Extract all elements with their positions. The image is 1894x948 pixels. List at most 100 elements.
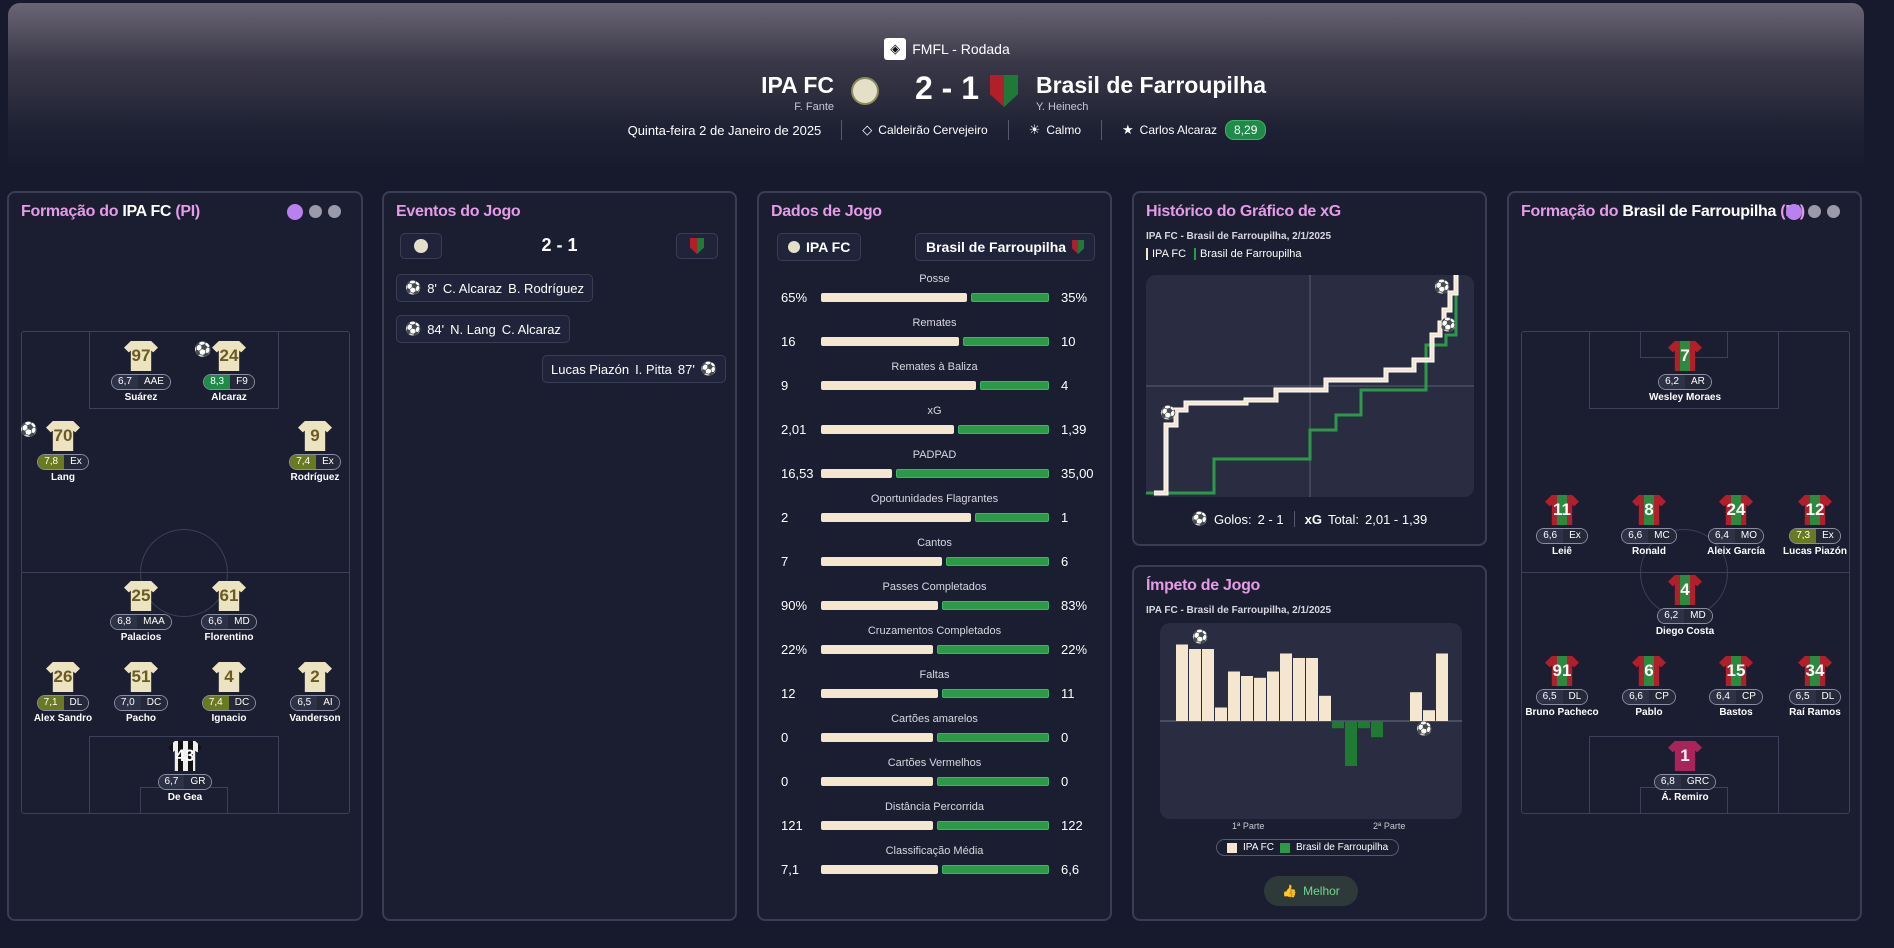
view-dot-1[interactable] xyxy=(287,204,303,220)
view-dot-1[interactable] xyxy=(1786,204,1802,220)
player-card[interactable]: 4 7,4 DC Ignacio xyxy=(179,662,279,724)
player-card[interactable]: 51 7,0 DC Pacho xyxy=(91,662,191,724)
xg-chart[interactable]: ⚽ ⚽ ⚽ xyxy=(1146,275,1474,497)
stats-home-tab[interactable]: IPA FC xyxy=(777,233,862,261)
xg-line-away xyxy=(1146,275,1458,495)
momentum-bar xyxy=(1410,692,1422,721)
stat-row: Faltas 12 11 xyxy=(759,669,1110,713)
player-card[interactable]: 9 7,4 Ex Rodríguez xyxy=(265,421,365,483)
stat-away-bar xyxy=(975,513,1049,522)
stat-home-value: 22% xyxy=(781,642,808,657)
panel-title: Histórico do Gráfico de xG xyxy=(1146,203,1341,220)
home-team-block[interactable]: IPA FC F. Fante xyxy=(761,72,834,113)
away-crest-icon xyxy=(1072,240,1085,254)
stat-home-value: 0 xyxy=(781,774,789,789)
player-card[interactable]: 8 6,6 MC Ronald xyxy=(1599,495,1699,557)
player-card[interactable]: 25 6,8 MAA Palacios xyxy=(91,581,191,643)
stat-label: Posse xyxy=(919,273,950,285)
player-card[interactable]: 97 6,7 AAE Suárez xyxy=(91,341,191,403)
stat-label: Cartões Vermelhos xyxy=(887,757,982,769)
momentum-bar xyxy=(1436,653,1448,721)
player-card[interactable]: 12 7,3 Ex Lucas Piazón xyxy=(1765,495,1865,557)
stat-home-bar xyxy=(821,733,933,742)
away-team-block[interactable]: Brasil de Farroupilha Y. Heinech xyxy=(1036,72,1266,113)
league-logo-icon: ◈ xyxy=(884,38,907,60)
xg-legend: IPA FC Brasil de Farroupilha xyxy=(1146,248,1302,260)
player-card[interactable]: 2 6,5 AI Vanderson xyxy=(265,662,365,724)
goal-event[interactable]: Lucas Piazón I. Pitta 87' ⚽ xyxy=(542,355,727,383)
events-score: 2 - 1 xyxy=(541,235,578,255)
player-card[interactable]: 4 6,2 MD Diego Costa xyxy=(1635,575,1735,637)
player-card[interactable]: 15 6,4 CP Bastos xyxy=(1686,656,1786,718)
away-team-name[interactable]: Brasil de Farroupilha xyxy=(1036,72,1267,98)
stat-away-bar xyxy=(937,733,1049,742)
stat-away-value: 1,39 xyxy=(1061,422,1087,437)
mvp-name[interactable]: Carlos Alcaraz xyxy=(1139,123,1218,137)
view-switcher[interactable] xyxy=(1786,204,1840,220)
home-team-name[interactable]: IPA FC xyxy=(761,72,834,98)
weather: Calmo xyxy=(1046,123,1082,137)
stat-row: Cantos 7 6 xyxy=(759,537,1110,581)
stat-row: Posse 65% 35% xyxy=(759,273,1110,317)
stat-home-bar xyxy=(821,777,933,786)
match-date: Quinta-feira 2 de Janeiro de 2025 xyxy=(627,122,822,138)
view-dot-2[interactable] xyxy=(1808,205,1821,218)
stat-away-value: 35% xyxy=(1061,290,1088,305)
momentum-bar xyxy=(1215,707,1227,721)
player-card[interactable]: 6 6,6 CP Pablo xyxy=(1599,656,1699,718)
stat-row: Oportunidades Flagrantes 2 1 xyxy=(759,493,1110,537)
divider xyxy=(841,120,843,140)
view-dot-2[interactable] xyxy=(309,205,322,218)
player-card[interactable]: 24 8,3 F9 Alcaraz xyxy=(179,341,279,403)
mvp-rating: 8,29 xyxy=(1225,120,1267,140)
goal-ball-icon: ⚽ xyxy=(700,361,718,376)
stat-row: Cartões Vermelhos 0 0 xyxy=(759,757,1110,801)
player-card[interactable]: 61 6,6 MD Florentino xyxy=(179,581,279,643)
player-card[interactable]: 1 6,8 GRC Á. Remiro xyxy=(1635,741,1735,803)
stat-away-value: 0 xyxy=(1061,774,1069,789)
view-switcher[interactable] xyxy=(287,204,341,220)
player-card[interactable]: 70 7,8 Ex Lang xyxy=(13,421,113,483)
league-name[interactable]: FMFL - Rodada xyxy=(912,41,1010,57)
momentum-chart[interactable]: ⚽ ⚽ xyxy=(1160,623,1462,819)
divider xyxy=(1101,120,1103,140)
match-score: 2 - 1 xyxy=(914,70,980,106)
away-crest-box xyxy=(676,233,718,259)
penalty-box-bottom xyxy=(89,736,279,814)
stat-label: Distância Percorrida xyxy=(884,801,985,813)
player-card[interactable]: 34 6,5 DL Raí Ramos xyxy=(1765,656,1865,718)
stat-label: Remates xyxy=(912,317,957,329)
player-card[interactable]: 26 7,1 DL Alex Sandro xyxy=(13,662,113,724)
best-button[interactable]: 👍 Melhor xyxy=(1264,876,1358,906)
momentum-bar xyxy=(1293,658,1305,721)
player-card[interactable]: 43 6,7 GR De Gea xyxy=(135,741,235,803)
stat-home-value: 0 xyxy=(781,730,789,745)
xg-summary: ⚽ Golos: 2 - 1 xG Total: 2,01 - 1,39 xyxy=(1191,511,1428,527)
star-icon: ★ xyxy=(1122,122,1134,137)
view-dot-3[interactable] xyxy=(1827,205,1840,218)
divider xyxy=(1293,511,1295,527)
stat-away-bar xyxy=(896,469,1049,478)
momentum-bar xyxy=(1332,721,1344,729)
player-card[interactable]: 24 6,4 MO Aleix García xyxy=(1686,495,1786,557)
legend-away: Brasil de Farroupilha xyxy=(1295,842,1389,853)
player-card[interactable]: 91 6,5 DL Bruno Pacheco xyxy=(1512,656,1612,718)
goal-event[interactable]: ⚽ 84' N. Lang C. Alcaraz xyxy=(396,315,570,343)
stats-away-tab[interactable]: Brasil de Farroupilha xyxy=(915,233,1096,261)
view-dot-3[interactable] xyxy=(328,205,341,218)
momentum-legend: IPA FC Brasil de Farroupilha xyxy=(1216,839,1400,856)
goal-event[interactable]: ⚽ 8' C. Alcaraz B. Rodríguez xyxy=(396,274,594,302)
stat-home-value: 65% xyxy=(781,290,808,305)
legend-home: IPA FC xyxy=(1146,248,1186,260)
stat-home-bar xyxy=(821,293,967,302)
home-crest-box xyxy=(400,233,442,259)
stat-home-bar xyxy=(821,645,933,654)
stat-home-bar xyxy=(821,381,976,390)
stadium-name: Caldeirão Cervejeiro xyxy=(878,123,988,137)
stat-away-bar xyxy=(937,777,1049,786)
momentum-bar xyxy=(1345,721,1357,766)
player-card[interactable]: 11 6,6 Ex Leiê xyxy=(1512,495,1612,557)
stat-row: Cartões amarelos 0 0 xyxy=(759,713,1110,757)
player-card[interactable]: 7 6,2 AR Wesley Moraes xyxy=(1635,341,1735,403)
thumbs-up-icon: 👍 xyxy=(1282,884,1298,898)
